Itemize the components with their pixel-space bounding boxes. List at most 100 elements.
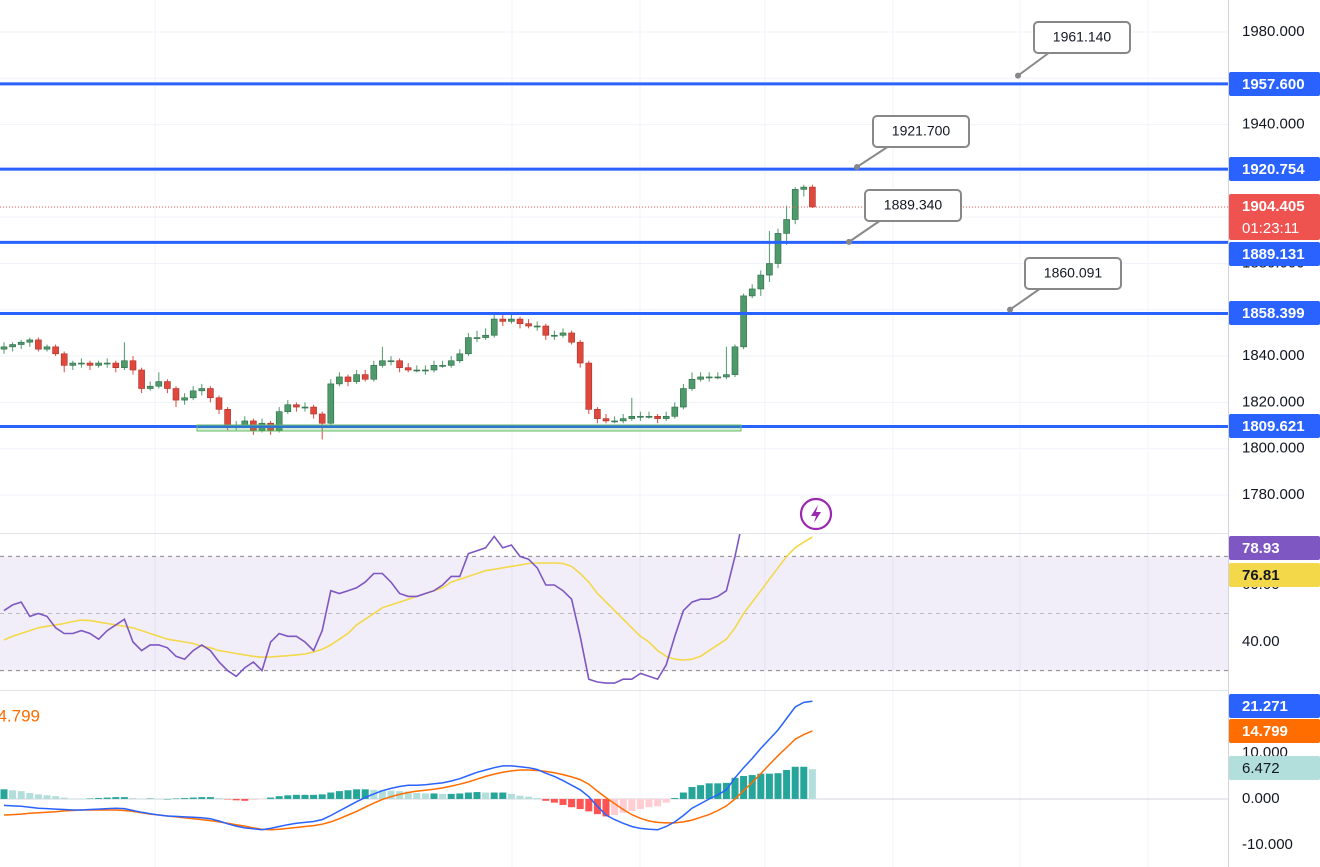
callout-label: 1860.091: [1044, 265, 1103, 281]
callout-box: [872, 115, 970, 148]
candle-body: [645, 416, 653, 418]
candle-body: [774, 233, 782, 264]
candle-body: [293, 404, 300, 408]
histogram-bar: [731, 777, 739, 799]
histogram-bar: [611, 798, 619, 816]
support-zone: [196, 424, 742, 432]
histogram-bar: [482, 792, 490, 799]
histogram-bar: [103, 797, 111, 799]
candle-body: [791, 189, 799, 220]
histogram-bar: [318, 794, 326, 799]
price-badge: [1229, 756, 1320, 780]
candle-body: [78, 362, 85, 365]
candle-body: [138, 369, 145, 389]
callout-label: 1921.700: [892, 123, 951, 139]
callout-box: [1024, 257, 1122, 290]
histogram-bar: [387, 790, 395, 799]
histogram-bar: [456, 793, 464, 799]
candle-body: [508, 318, 515, 322]
histogram-bar: [808, 769, 816, 799]
candle-body: [284, 404, 292, 412]
histogram-bar: [662, 798, 670, 803]
candle-body: [224, 409, 231, 426]
candle-body: [353, 374, 360, 382]
callout-point: [854, 163, 860, 170]
histogram-bar: [490, 792, 498, 799]
candle-body: [413, 369, 421, 372]
histogram-bar: [439, 793, 447, 799]
y-tick-label: 0.000: [1242, 790, 1280, 807]
histogram-bar: [413, 792, 421, 799]
histogram-bar: [335, 791, 343, 799]
candle-body: [439, 365, 446, 367]
candle-body: [800, 186, 808, 190]
candle-body: [86, 362, 94, 366]
candle-body: [783, 219, 790, 234]
histogram-bar: [120, 797, 128, 799]
candle-body: [594, 409, 601, 419]
callout-box: [864, 189, 962, 222]
last-price-label: 1904.405: [1242, 198, 1305, 215]
histogram-bar: [525, 796, 533, 799]
callout-point: [1007, 306, 1013, 313]
candle-body: [379, 360, 386, 366]
candle-body: [43, 346, 51, 350]
candle-body: [482, 334, 489, 338]
candle-body: [465, 337, 472, 355]
candle-body: [568, 332, 575, 343]
candle-body: [697, 376, 704, 380]
price-badge: [1229, 242, 1320, 266]
candle-body: [275, 411, 283, 431]
histogram-bar: [688, 787, 696, 799]
candle-body: [559, 332, 567, 336]
candle-body: [103, 362, 111, 365]
histogram-bar: [654, 798, 662, 807]
histogram-bar: [748, 775, 756, 799]
rsi-band: [0, 556, 1228, 671]
macd-legend-value: 14.799: [0, 706, 40, 725]
candle-body: [637, 416, 644, 418]
histogram-bar: [636, 798, 644, 810]
histogram-bar: [172, 798, 180, 799]
price-badge-label: 1889.131: [1242, 246, 1305, 263]
price-badge: [1229, 414, 1320, 438]
histogram-bar: [86, 798, 94, 799]
alert-icon[interactable]: [799, 497, 833, 531]
price-badge: [1229, 694, 1320, 718]
histogram-bar: [473, 792, 481, 799]
histogram-bar: [95, 798, 103, 799]
histogram-bar: [740, 775, 748, 799]
histogram-bar: [516, 795, 524, 799]
histogram-bar: [129, 798, 137, 799]
candle-body: [17, 341, 25, 345]
histogram-bar: [576, 798, 584, 810]
candle-body: [327, 383, 335, 424]
price-badge: [1229, 157, 1320, 181]
price-badge-label: 1957.600: [1242, 76, 1305, 93]
candle-body: [723, 374, 730, 378]
histogram-bar: [275, 796, 283, 799]
histogram-bar: [378, 790, 386, 799]
histogram-bar: [602, 798, 610, 817]
candle-body: [731, 346, 739, 375]
y-tick-label: 40.00: [1242, 633, 1280, 650]
price-badge-label: 1858.399: [1242, 305, 1305, 322]
callout-pointer: [1017, 51, 1051, 77]
histogram-bar: [507, 793, 515, 799]
price-badge: [1229, 719, 1320, 743]
histogram-bar: [447, 793, 455, 799]
overlays: 1957.600 1920.754 1889.131 1858.399 1809.621…: [0, 21, 1320, 780]
histogram-bar: [77, 798, 85, 800]
histogram-bar: [310, 794, 318, 799]
candle-body: [396, 360, 403, 368]
candle-body: [121, 360, 128, 368]
histogram-bar: [206, 797, 214, 799]
candle-body: [207, 388, 214, 399]
histogram-bar: [9, 790, 17, 799]
candle-body: [654, 416, 661, 419]
candle-body: [757, 274, 765, 290]
candle-body: [129, 360, 137, 371]
histogram-bar: [464, 792, 472, 799]
price-badge: [1229, 301, 1320, 325]
histogram-bar: [568, 798, 576, 808]
